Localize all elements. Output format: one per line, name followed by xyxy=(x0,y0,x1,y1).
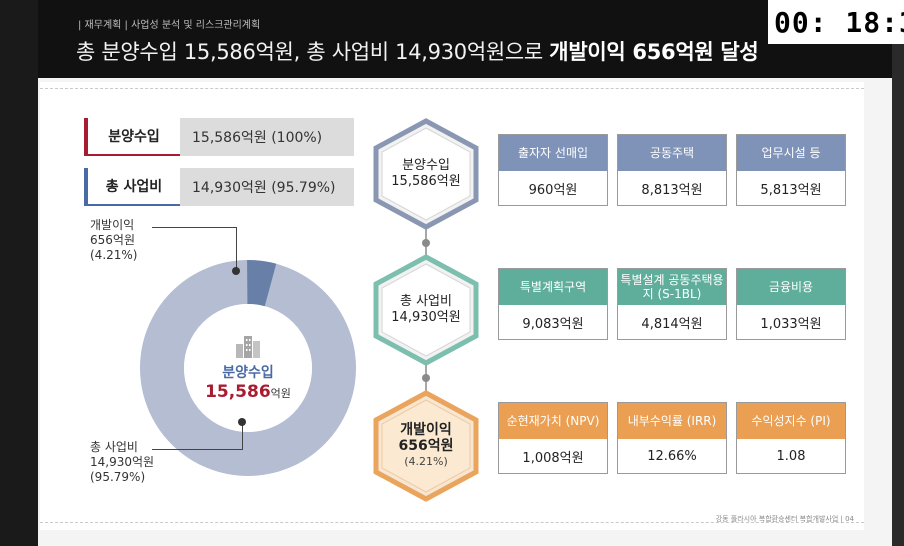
hexagon-revenue-text: 분양수입 15,586억원 xyxy=(391,158,461,189)
cost-leader-dot xyxy=(238,418,246,426)
card-revenue-presale: 출자자 선매입 960억원 xyxy=(498,134,608,206)
annotation-profit: 개발이익 656억원 (4.21%) xyxy=(90,218,138,262)
cost-leader-line-v xyxy=(242,424,243,450)
summary-revenue: 분양수입 15,586억원 (100%) xyxy=(84,118,354,156)
hexagon-profit-text: 개발이익 656억원 (4.21%) xyxy=(398,422,454,468)
headline-bold: 개발이익 656억원 달성 xyxy=(549,40,759,64)
donut-svg xyxy=(140,260,356,476)
card-profit-pi: 수익성지수 (PI) 1.08 xyxy=(736,402,846,474)
donut-center: 분양수입 15,586억원 xyxy=(200,320,296,416)
profit-leader-dot xyxy=(232,267,240,275)
donut-chart: 분양수입 15,586억원 xyxy=(138,258,358,478)
headline-normal: 총 분양수입 15,586억원, 총 사업비 14,930억원으로 xyxy=(76,40,550,64)
breadcrumb: | 재무계획 | 사업성 분석 및 리스크관리계획 xyxy=(78,20,261,31)
content-panel: 분양수입 15,586억원 (100%) 총 사업비 14,930억원 (95.… xyxy=(40,82,864,530)
hexagon-cost: 총 사업비 14,930억원 xyxy=(371,254,481,366)
donut-profit-segment xyxy=(246,260,277,307)
summary-cost: 총 사업비 14,930억원 (95.79%) xyxy=(84,168,354,206)
summary-label: 분양수입 xyxy=(84,118,180,156)
bottom-dashed-divider xyxy=(40,522,864,523)
card-profit-npv: 순현재가치 (NPV) 1,008억원 xyxy=(498,402,608,474)
building-icon xyxy=(236,336,260,358)
summary-label: 총 사업비 xyxy=(84,168,180,206)
card-cost-special-zone: 특별계획구역 9,083억원 xyxy=(498,268,608,340)
page-title: 총 분양수입 15,586억원, 총 사업비 14,930억원으로 개발이익 6… xyxy=(76,36,759,66)
hexagon-cost-shape xyxy=(373,254,479,366)
donut-center-value: 15,586억원 xyxy=(205,382,291,402)
summary-value: 14,930억원 (95.79%) xyxy=(180,168,354,206)
hexagon-revenue-shape xyxy=(373,118,479,230)
cost-leader-line xyxy=(152,449,242,450)
summary-value: 15,586억원 (100%) xyxy=(180,118,354,156)
hexagon-cost-text: 총 사업비 14,930억원 xyxy=(391,294,461,325)
profit-leader-line xyxy=(152,227,236,228)
card-cost-special-design: 특별설계 공동주택용지 (S-1BL) 4,814억원 xyxy=(617,268,727,340)
connector-dot-1 xyxy=(422,239,430,247)
card-profit-irr: 내부수익률 (IRR) 12.66% xyxy=(617,402,727,474)
card-cost-finance: 금융비용 1,033억원 xyxy=(736,268,846,340)
card-revenue-office: 업무시설 등 5,813억원 xyxy=(736,134,846,206)
donut-center-label: 분양수입 xyxy=(222,365,274,381)
slide-header: | 재무계획 | 사업성 분석 및 리스크관리계획 총 분양수입 15,586억… xyxy=(38,0,892,78)
top-dashed-divider xyxy=(40,88,864,89)
profit-leader-line-v xyxy=(236,227,237,271)
hexagon-revenue: 분양수입 15,586억원 xyxy=(371,118,481,230)
connector-dot-2 xyxy=(422,374,430,382)
hexagon-profit-shape xyxy=(373,390,479,502)
slide-footer: 강동 플라시아 복합환승센터 복합개발사업 | 04 xyxy=(715,515,854,523)
hexagon-profit: 개발이익 656억원 (4.21%) xyxy=(371,390,481,502)
donut-hole xyxy=(184,304,312,432)
timer-display: 00: 18:3 xyxy=(768,0,904,44)
card-revenue-housing: 공동주택 8,813억원 xyxy=(617,134,727,206)
annotation-cost: 총 사업비 14,930억원 (95.79%) xyxy=(90,440,155,484)
